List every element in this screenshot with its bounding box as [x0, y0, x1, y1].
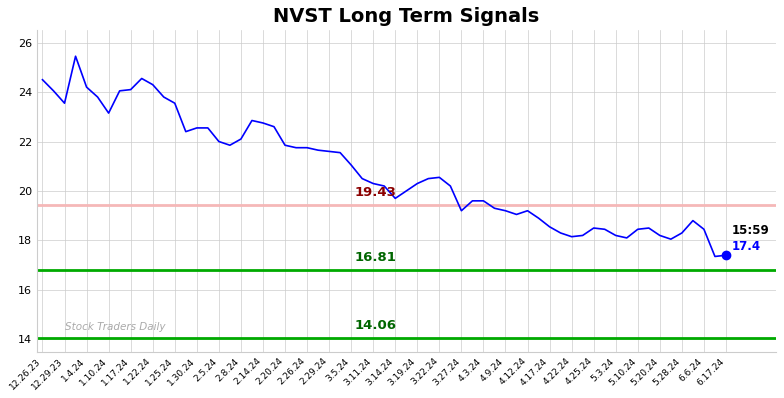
- Text: 19.43: 19.43: [355, 186, 397, 199]
- Text: 16.81: 16.81: [355, 251, 397, 263]
- Text: 15:59: 15:59: [731, 224, 769, 237]
- Title: NVST Long Term Signals: NVST Long Term Signals: [273, 7, 539, 26]
- Text: Stock Traders Daily: Stock Traders Daily: [64, 322, 165, 332]
- Text: 14.06: 14.06: [355, 319, 397, 332]
- Text: 17.4: 17.4: [731, 240, 760, 253]
